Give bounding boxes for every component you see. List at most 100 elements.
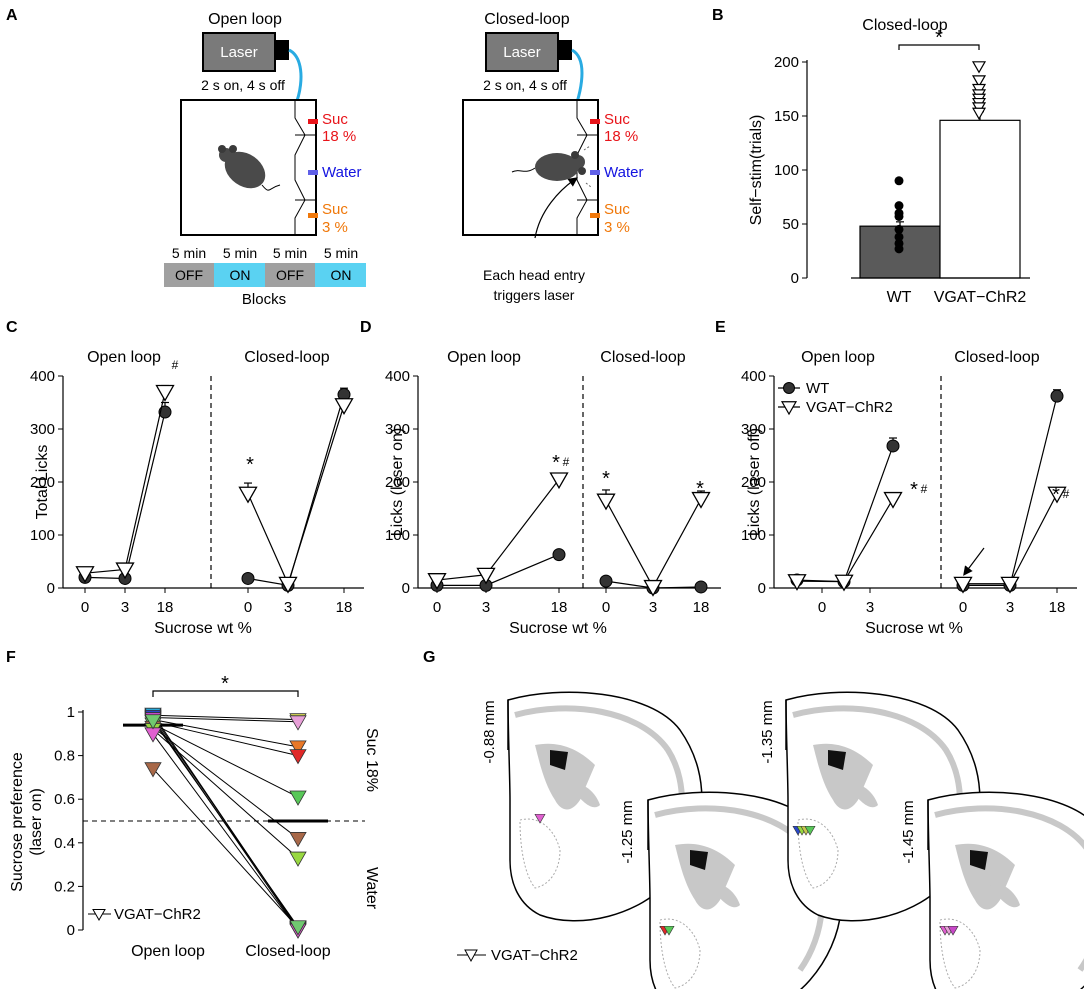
chart-e-xtick-label: 0 xyxy=(959,599,967,616)
brain-section-3-nucleus-outline xyxy=(797,818,839,889)
section-label-2: -1.25 mm xyxy=(619,800,636,863)
chart-f-closed-point xyxy=(289,740,307,756)
head-entry-note-1: Each head entry xyxy=(483,267,585,283)
closed-loop-scheme: Closed-loop Laser 2 s on, 4 s off xyxy=(462,11,643,303)
brain-section-1-site-marker xyxy=(534,813,546,824)
brain-section-2-nucleus-outline xyxy=(659,918,701,989)
chart-f-plot: 0 0.2 0.4 0.6 0.8 1 Open loop Closed-loop * VGAT−… xyxy=(54,673,365,960)
chart-c-xtick-label: 18 xyxy=(157,599,174,616)
chart-f-ytick-label: 0.6 xyxy=(54,791,75,808)
chart-d-ytick-label: 400 xyxy=(385,368,410,385)
panel-g-legend-label: VGAT−ChR2 xyxy=(491,947,578,964)
chart-d-chr2-point xyxy=(643,579,663,597)
chart-c-xtick-label: 0 xyxy=(244,599,252,616)
chart-f-legend-label: VGAT−ChR2 xyxy=(114,906,201,923)
laser-label-closed: Laser xyxy=(503,44,541,61)
chart-d-xtick-label: 0 xyxy=(433,599,441,616)
chart-e-chr2-point xyxy=(787,574,807,591)
chart-e-annotation: # xyxy=(921,482,928,496)
chart-b-xtick-label: WT xyxy=(887,289,912,306)
chart-c-ytick-label: 400 xyxy=(30,368,55,385)
panel-letter-b: B xyxy=(712,7,724,24)
chart-b-chr2-point xyxy=(971,107,987,120)
chart-f-ytick-label: 1 xyxy=(67,704,75,721)
chart-c-xtick-label: 3 xyxy=(284,599,292,616)
chart-e-legend-wt-marker xyxy=(783,382,795,394)
chart-f-right-label-water: Water xyxy=(363,867,380,910)
chart-d-xtick-label: 18 xyxy=(551,599,568,616)
suc18-pct-open: 18 % xyxy=(322,128,356,145)
chart-f-open-point xyxy=(144,714,162,730)
brain-section-3-internal-capsule xyxy=(848,783,878,808)
water-port-open xyxy=(308,170,318,175)
chart-b-wt-point xyxy=(894,224,904,234)
chart-e-wt-line xyxy=(796,445,894,583)
chart-e-ytick-label: 0 xyxy=(758,580,766,597)
chart-b-ytick-label: 100 xyxy=(774,162,799,179)
suc18-label-open: Suc xyxy=(322,111,348,128)
chart-c-wt-point xyxy=(241,571,255,585)
chart-d-chr2-line xyxy=(436,478,560,581)
chart-d-subtitle-open: Open loop xyxy=(447,349,521,366)
block-off-1 xyxy=(164,263,214,287)
chart-d-chr2-point xyxy=(427,573,447,590)
chart-b-significance-star: * xyxy=(935,27,943,49)
chart-f-pair-line xyxy=(152,716,299,723)
chart-f-ytick-label: 0.4 xyxy=(54,835,75,852)
chart-c-chr2-line xyxy=(84,391,166,574)
chart-f-pair-line xyxy=(152,714,299,721)
chart-e-wt-point xyxy=(1050,389,1064,403)
chart-e-chr2-point xyxy=(883,491,903,509)
chart-f-legend-marker xyxy=(92,909,106,922)
chart-f-significance-star: * xyxy=(221,673,229,695)
chart-f-pair-line xyxy=(152,733,299,931)
section-label-1: -0.88 mm xyxy=(481,700,498,763)
chart-e-ytick-label: 300 xyxy=(741,421,766,438)
chart-b-chr2-point xyxy=(971,75,987,88)
brain-section-4-nucleus-outline xyxy=(939,918,981,989)
laser-port-open xyxy=(275,40,289,60)
suc18-port-open xyxy=(308,119,318,124)
suc18-pct-closed: 18 % xyxy=(604,128,638,145)
chart-e-chr2-point xyxy=(1000,576,1020,594)
brain-section-1-internal-capsule xyxy=(570,783,600,808)
chart-c-annotation: # xyxy=(172,358,179,372)
mouse-closed xyxy=(511,145,592,188)
laser-label-open: Laser xyxy=(220,44,258,61)
panel-g-legend-marker xyxy=(464,949,478,963)
chart-e-legend-wt-label: WT xyxy=(806,380,829,397)
suc18-label-closed: Suc xyxy=(604,111,630,128)
panel-letter-a: A xyxy=(6,7,18,24)
panel-letter-c: C xyxy=(6,319,18,336)
chart-d-annotation: * xyxy=(602,468,610,490)
chart-f-pair-line xyxy=(152,721,299,757)
chart-e-chr2-point xyxy=(1047,486,1067,504)
chart-f-ytick-label: 0 xyxy=(67,922,75,939)
chart-d-annotation: # xyxy=(563,455,570,469)
chart-c-annotation: * xyxy=(246,454,254,476)
chart-c-subtitle-open: Open loop xyxy=(87,349,161,366)
chart-d-chr2-point xyxy=(596,493,616,511)
section-label-3: -1.35 mm xyxy=(759,700,776,763)
block-state-1: OFF xyxy=(175,267,203,283)
timing-open: 2 s on, 4 s off xyxy=(201,77,285,93)
chart-c-xtick-label: 18 xyxy=(336,599,353,616)
chart-f-ylabel2: (laser on) xyxy=(28,788,45,856)
panel-letter-d: D xyxy=(360,319,372,336)
chart-d-xtick-label: 3 xyxy=(649,599,657,616)
chart-b-ytick-label: 0 xyxy=(791,270,799,287)
block-duration-3: 5 min xyxy=(273,245,307,261)
chart-b-ytick-label: 150 xyxy=(774,108,799,125)
chart-f-right-label-suc: Suc 18% xyxy=(363,728,380,792)
chart-e-chr2-point xyxy=(953,576,973,594)
panel-g: G -0.88 mm -1.25 mm -1.35 mm -1.45 mm VG… xyxy=(423,649,1084,989)
chart-f-closed-point xyxy=(289,715,307,731)
chart-e-chr2-line xyxy=(796,498,894,583)
chart-e-annotation: * xyxy=(910,479,918,501)
chart-c-chr2-point xyxy=(115,562,135,580)
chart-d-annotation: * xyxy=(696,478,704,500)
brain-section-2-site-marker xyxy=(663,925,675,936)
brain-section-1-nucleus-outline xyxy=(519,818,561,889)
chart-b-wt-point xyxy=(894,176,904,186)
